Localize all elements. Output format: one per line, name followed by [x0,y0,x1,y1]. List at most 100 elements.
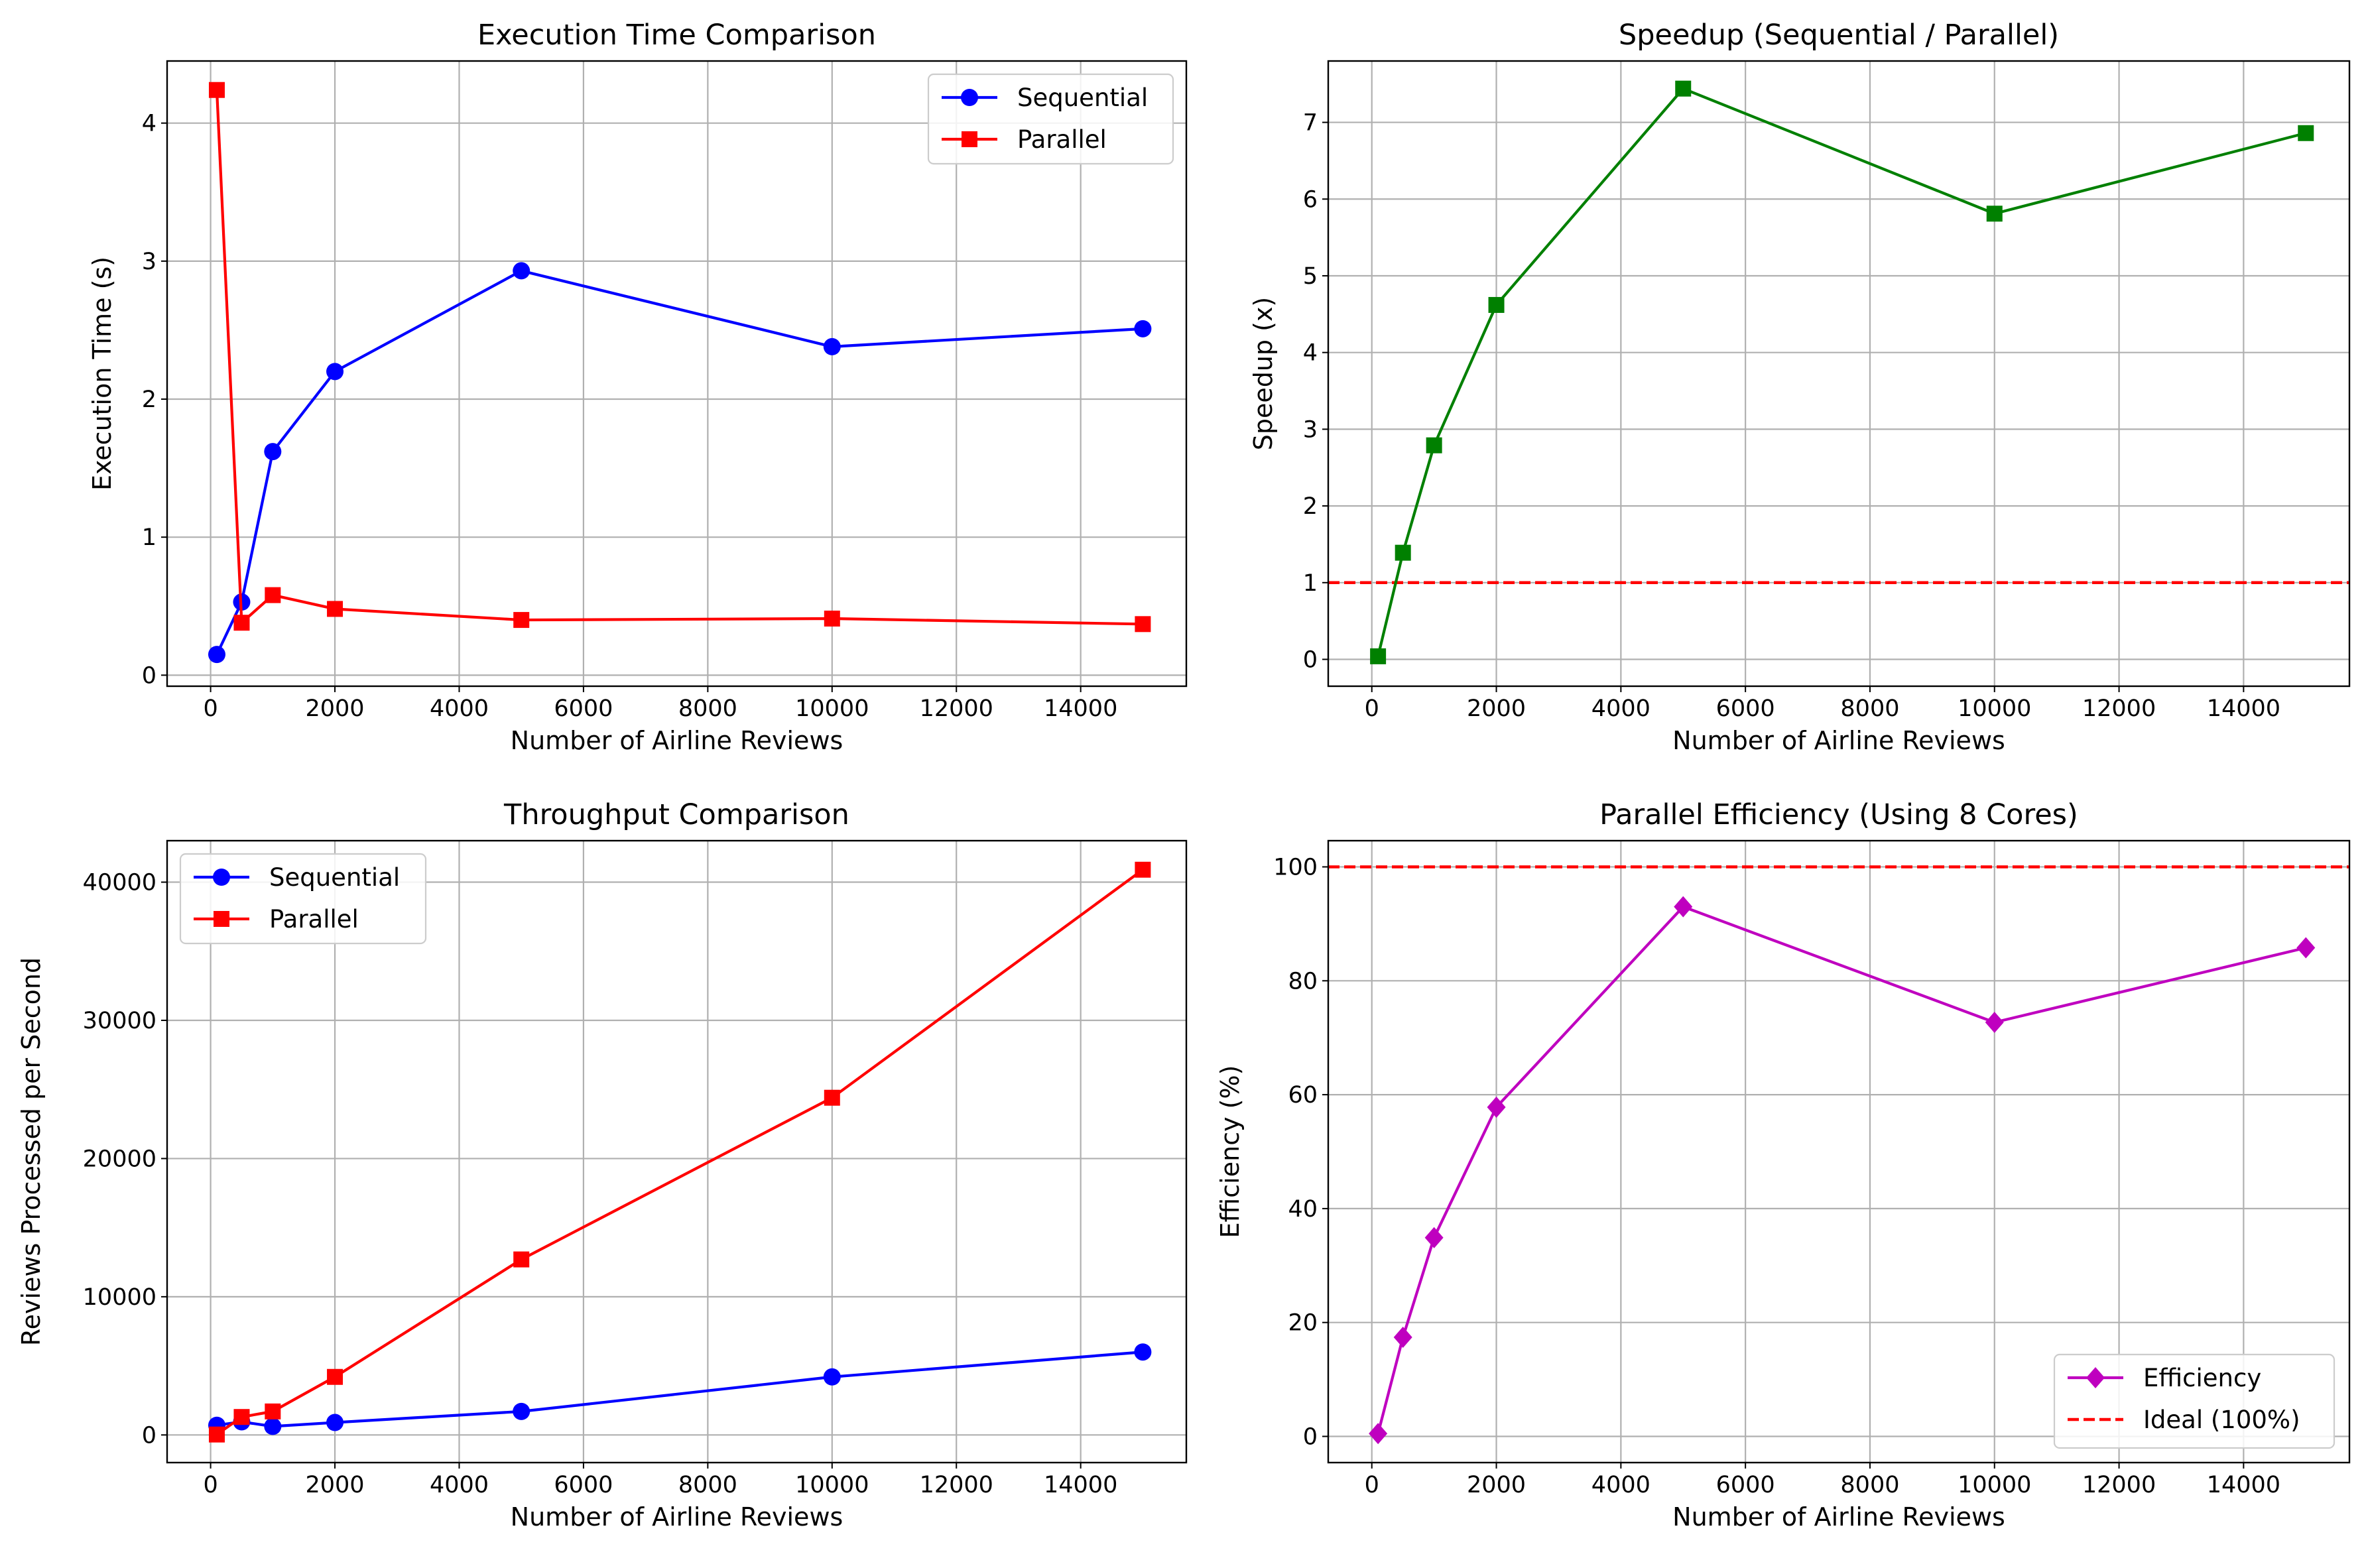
chart-panel-2: 0 2000 4000 6000 8000 10000 12000 14000 0 1 2 3 4 5 6 7… [1249,19,2351,755]
data-point [264,443,282,461]
y-tick-label: 0 [1303,1423,1318,1450]
y-tick-label: 0 [1303,647,1318,674]
y-tick-label: 20 [1288,1310,1318,1337]
x-tick-label: 8000 [678,1472,737,1498]
y-axis-label: Reviews Processed per Second [17,957,46,1346]
data-point [1985,1012,2004,1034]
legend-box [2053,1353,2336,1449]
data-point [513,1251,530,1268]
data-point [1487,1097,1506,1118]
legend[interactable]: Efficiency Ideal (100%) [2053,1353,2336,1449]
x-axis-label: Number of Airline Reviews [511,1502,843,1532]
data-point [1135,616,1151,633]
data-point [513,612,530,629]
x-tick-label: 12000 [2082,1472,2156,1498]
data-point [2298,125,2314,141]
data-point [2296,937,2316,959]
series-line-2 [215,90,1143,626]
plot-frame [166,839,1188,1464]
data-point [824,610,840,627]
series-line-1 [216,269,1143,656]
data-point [1674,896,1693,918]
y-tick-label: 30000 [83,1008,156,1034]
chart-title: Execution Time Comparison [477,19,876,52]
data-point [326,1414,344,1431]
data-point [1395,544,1411,561]
x-tick-label: 4000 [1591,1472,1651,1498]
x-tick-label: 12000 [2082,695,2156,722]
x-tick-label: 10000 [1958,695,2031,722]
y-tick-label: 4 [1303,340,1318,367]
chart-panel-1: 0 2000 4000 6000 8000 10000 12000 14000 0 1 2 3 4 Exe… [88,19,1188,755]
x-tick-label: 2000 [1467,1472,1526,1498]
data-point [1369,1423,1388,1445]
y-tick-label: 2 [142,387,156,413]
x-axis-label: Number of Airline Reviews [1672,726,2005,755]
y-tick-label: 5 [1303,263,1318,290]
x-tick-label: 14000 [2207,695,2280,722]
y-tick-label: 0 [142,662,156,689]
data-point [233,1409,250,1425]
legend[interactable]: Sequential Parallel [179,853,427,945]
x-tick-label: 2000 [1467,695,1526,722]
data-point [208,1426,225,1443]
chart-title: Parallel Efficiency (Using 8 Cores) [1599,798,2078,831]
x-tick-label: 2000 [306,695,365,722]
x-tick-label: 4000 [1591,695,1651,722]
x-tick-label: 6000 [554,1472,613,1498]
y-tick-label: 4 [142,111,156,137]
x-tick-label: 6000 [1716,1472,1775,1498]
legend-marker [961,89,978,106]
x-tick-label: 0 [1365,695,1379,722]
data-point [265,1403,281,1419]
chart-title: Speedup (Sequential / Parallel) [1619,19,2059,52]
x-tick-label: 0 [203,1472,218,1498]
x-tick-label: 14000 [1044,695,1117,722]
data-point [233,615,250,631]
data-point [265,587,281,603]
data-point [824,1089,840,1106]
y-tick-label: 40 [1288,1196,1318,1223]
data-point [1986,206,2003,222]
data-point [1134,320,1152,337]
x-tick-label: 8000 [678,695,737,722]
x-tick-label: 4000 [430,695,489,722]
legend[interactable]: Sequential Parallel [927,73,1174,165]
y-tick-label: 6 [1303,186,1318,213]
y-axis-label: Execution Time (s) [88,257,117,491]
legend-label: Efficiency [2143,1364,2261,1392]
data-point [327,601,343,617]
x-tick-label: 6000 [554,695,613,722]
data-point [823,1368,841,1386]
y-tick-label: 40000 [83,870,156,896]
x-tick-label: 8000 [1840,1472,1899,1498]
y-tick-label: 20000 [83,1146,156,1172]
x-tick-label: 14000 [1044,1472,1117,1498]
legend-label: Ideal (100%) [2143,1406,2300,1434]
data-point [1135,861,1151,878]
legend-marker [2086,1367,2105,1388]
x-tick-label: 12000 [920,695,993,722]
y-tick-label: 0 [142,1422,156,1449]
y-tick-label: 60 [1288,1082,1318,1109]
plot-frame [166,60,1188,688]
x-tick-label: 6000 [1716,695,1775,722]
data-point [513,1402,530,1420]
data-point [1675,80,1692,97]
x-tick-label: 8000 [1840,695,1899,722]
data-point [1370,648,1387,664]
data-point [513,262,530,280]
y-tick-label: 2 [1303,493,1318,520]
y-tick-label: 7 [1303,110,1318,137]
data-point [1488,296,1505,313]
legend-label: Parallel [1017,125,1107,154]
y-tick-label: 1 [142,524,156,551]
x-tick-label: 0 [203,695,218,722]
x-tick-label: 10000 [795,1472,869,1498]
x-axis-label: Number of Airline Reviews [1672,1502,2005,1532]
legend-marker [962,131,977,147]
data-point [208,646,225,664]
legend-label: Parallel [269,905,359,934]
chart-panel-4: 0 2000 4000 6000 8000 10000 12000 14000 0 20 40 60 8… [1215,798,2351,1532]
x-axis-label: Number of Airline Reviews [511,726,843,755]
